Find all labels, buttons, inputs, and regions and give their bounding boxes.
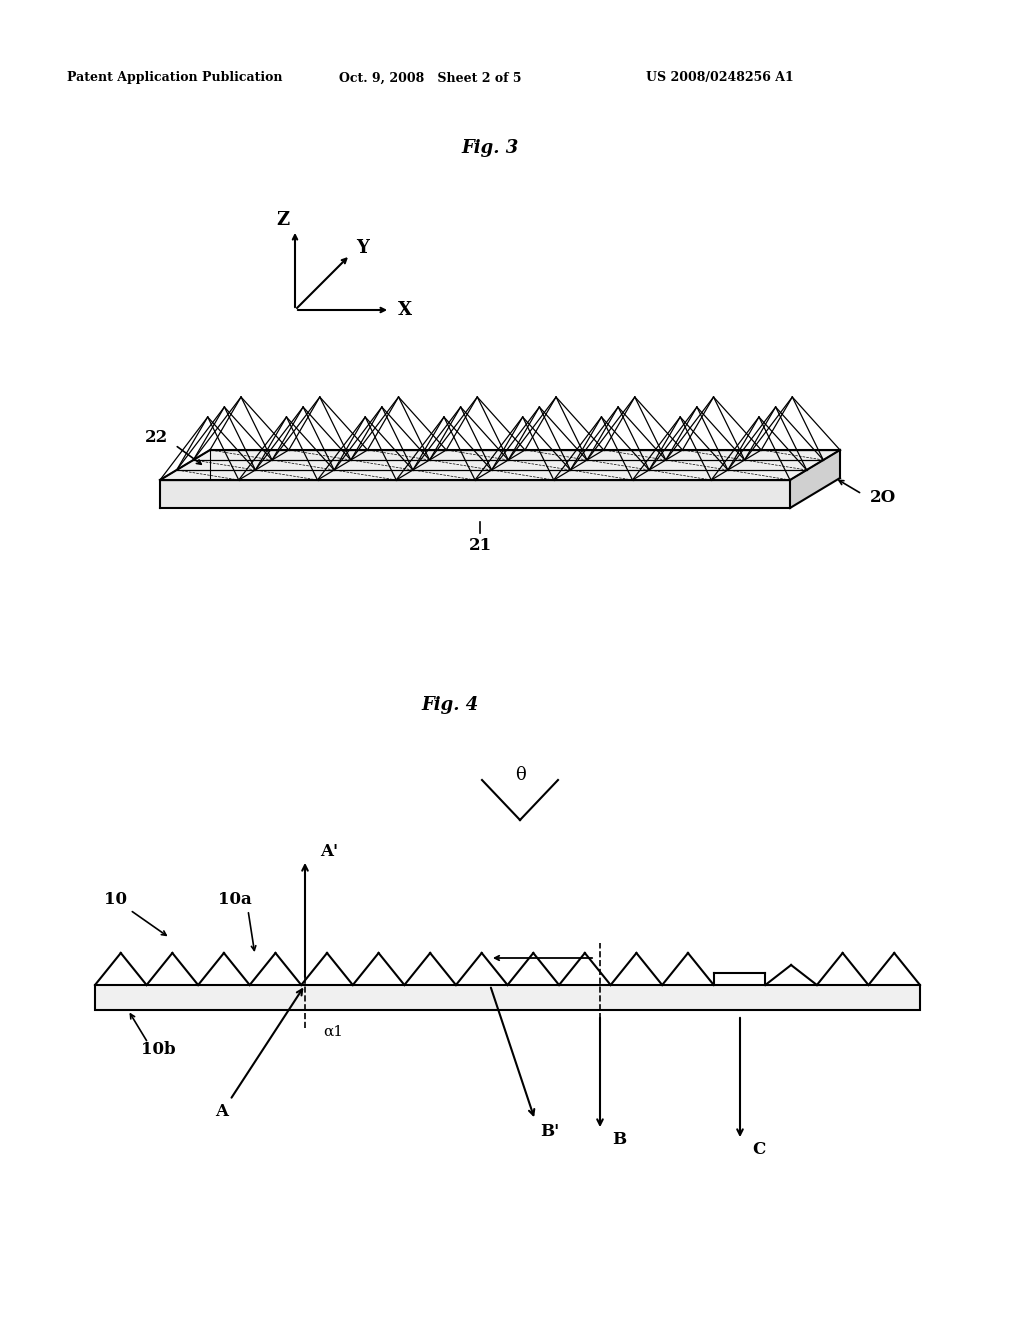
Text: 10: 10	[103, 891, 127, 908]
Polygon shape	[160, 450, 840, 480]
Text: US 2008/0248256 A1: US 2008/0248256 A1	[646, 71, 794, 84]
Polygon shape	[95, 985, 920, 1010]
Text: Fig. 4: Fig. 4	[421, 696, 478, 714]
Text: Patent Application Publication: Patent Application Publication	[68, 71, 283, 84]
Polygon shape	[790, 450, 840, 508]
Text: Z: Z	[276, 211, 290, 228]
Text: Fig. 3: Fig. 3	[462, 139, 518, 157]
Text: C: C	[752, 1142, 765, 1159]
Text: B': B'	[540, 1123, 559, 1140]
Text: A': A'	[319, 843, 338, 861]
Text: 10b: 10b	[140, 1041, 175, 1059]
Text: 22: 22	[144, 429, 168, 446]
Text: α1: α1	[323, 1026, 343, 1039]
Text: 2O: 2O	[870, 490, 896, 507]
Text: 10a: 10a	[218, 891, 252, 908]
Text: Y: Y	[356, 239, 370, 257]
Text: θ: θ	[515, 766, 525, 784]
Text: Oct. 9, 2008   Sheet 2 of 5: Oct. 9, 2008 Sheet 2 of 5	[339, 71, 521, 84]
Text: A: A	[215, 1104, 228, 1121]
Polygon shape	[160, 480, 790, 508]
Text: 21: 21	[468, 536, 492, 553]
Text: B: B	[612, 1131, 626, 1148]
Text: X: X	[398, 301, 412, 319]
